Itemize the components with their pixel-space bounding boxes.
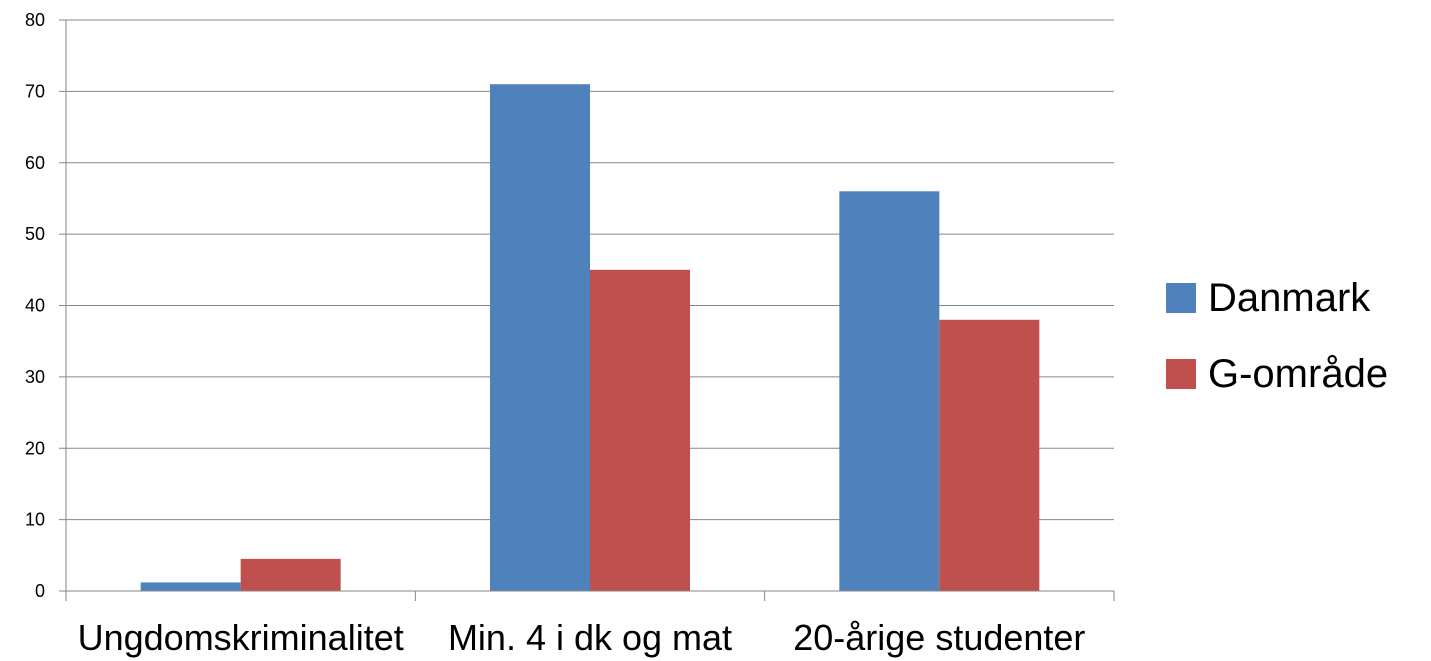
legend-swatch — [1166, 359, 1196, 389]
x-axis-tick-labels: Ungdomskriminalitet Min. 4 i dk og mat 20-… — [78, 617, 1086, 658]
y-tick-label: 20 — [25, 438, 45, 458]
bar-danmark — [839, 191, 940, 592]
y-tick-label: 40 — [25, 296, 45, 316]
y-tick-label: 10 — [25, 510, 45, 530]
bar-danmark — [490, 84, 590, 592]
y-tick-label: 70 — [25, 81, 45, 101]
bar-g-omraade — [939, 319, 1040, 591]
x-tick-label: 20-årige studenter — [793, 617, 1085, 658]
legend-swatch — [1166, 283, 1196, 313]
y-tick-label: 60 — [25, 153, 45, 173]
axes — [65, 20, 1115, 601]
x-tick-label: Ungdomskriminalitet — [78, 617, 404, 658]
bar-g-omraade — [590, 269, 690, 591]
legend-label: G-område — [1208, 352, 1388, 396]
x-tick-label: Min. 4 i dk og mat — [448, 617, 732, 658]
y-tick-label: 30 — [25, 367, 45, 387]
bars — [140, 84, 1040, 592]
y-tick-label: 80 — [25, 10, 45, 30]
y-tick-label: 50 — [25, 224, 45, 244]
bar-g-omraade — [240, 558, 341, 591]
y-axis-tick-labels: 0 10 20 30 40 50 60 70 80 — [25, 10, 45, 601]
legend-label: Danmark — [1208, 276, 1371, 320]
bar-danmark — [140, 582, 241, 591]
legend: Danmark G-område — [1166, 276, 1388, 396]
y-tick-label: 0 — [35, 581, 45, 601]
